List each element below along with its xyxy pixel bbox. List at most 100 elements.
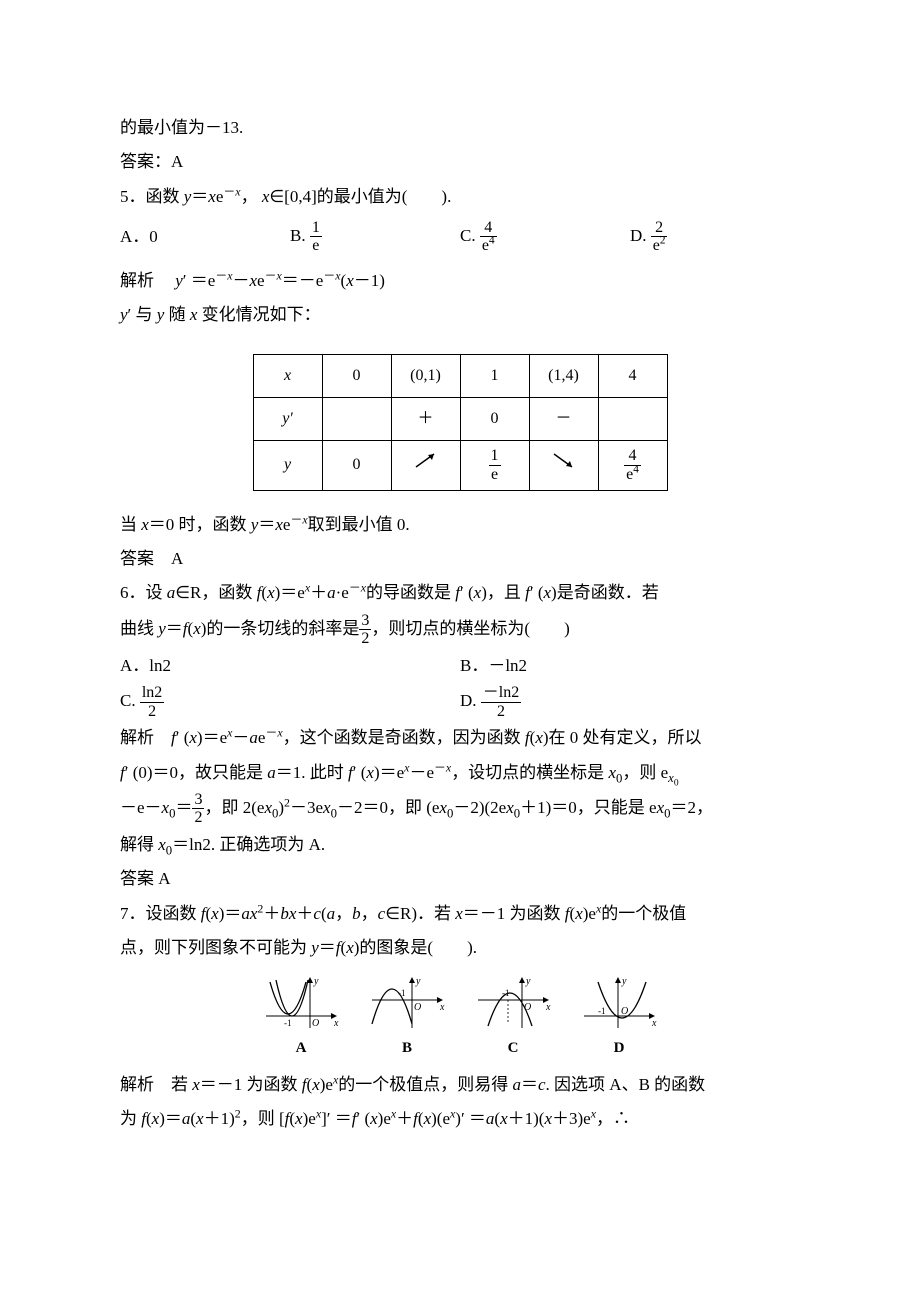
text: ∈[0,4]的最小值为( ). [269,187,451,206]
cell: 0 [322,354,391,397]
text: ′ ＝e [183,271,216,290]
q6-l1: 6．设 a∈R，函数 f(x)＝ex＋a·e－x的导函数是 f′ (x)，且 f… [120,577,800,609]
den: e2 [651,236,668,255]
text: ′ ( [176,728,190,747]
num: 4 [624,447,641,465]
fig-label: D [579,1034,659,1063]
text: ， [361,904,378,923]
q5-sol-1: 解析 y′ ＝e－x－xe－x＝－e－x(x－1) [120,265,800,297]
text: －e－ [120,798,162,817]
var-x: x [208,187,216,206]
text: 则切点的横坐标为( ) [388,619,569,638]
text: e [325,1075,333,1094]
text: － [233,271,250,290]
label: C. [460,226,476,245]
text: . 因选项 A、B 的函数 [546,1075,706,1094]
text: ＋ [310,583,327,602]
text: ∈R)．若 [385,904,455,923]
axis-y-label: y [313,976,319,987]
var-y: y [184,187,192,206]
fig-label: B [367,1034,447,1063]
table-row: y′ ＋ 0 － [253,398,667,441]
q4-tail: 的最小值为－13. [120,112,800,144]
den: e [489,465,501,484]
svg-text:-1: -1 [598,1006,606,1016]
cell [322,398,391,441]
tick-x-label: -1 [284,1018,292,1028]
graph-c-icon: x y O -1 [474,974,552,1032]
fig-label: C [473,1034,553,1063]
text: ′ ( [530,583,544,602]
opt-b: B. 1e [290,219,460,255]
origin-label: O [312,1018,319,1029]
den: e [310,236,322,255]
text: 6．设 [120,583,167,602]
text: e [588,904,596,923]
cell: 1 [460,354,529,397]
svg-text:y: y [525,976,531,987]
label: D. [460,691,477,710]
num: ln2 [140,684,164,702]
cell [391,441,460,490]
text: 随 [164,305,190,324]
label: D. [630,226,647,245]
text: ∈R，函数 [175,583,256,602]
text: －3e [290,798,323,817]
text: ＋ [396,1109,413,1128]
fig-label: A [261,1034,341,1063]
text: e [257,271,265,290]
frac: 2e2 [651,219,668,255]
cell: (0,1) [391,354,460,397]
opt-c: C. ln22 [120,684,460,720]
cell: 4e4 [598,441,667,490]
q4-answer: 答案：A [120,146,800,178]
text: －1) [354,271,385,290]
q6-opts-row1: A．ln2 B．－ln2 [120,650,800,682]
text: )是奇函数．若 [551,583,659,602]
text: －2＝0，即 (e [337,798,439,817]
text: ＝－e [282,271,324,290]
text: e [308,1109,316,1128]
text: 解析 [120,271,171,290]
q5-options: A．0 B. 1e C. 4e4 D. 2e2 [120,219,800,255]
graph-a-icon: x y O -1 [262,974,340,1032]
text: ，则 e [622,763,668,782]
q6-l2: 曲线 y＝f(x)的一条切线的斜率是32，则切点的横坐标为( ) [120,612,800,648]
q6-sol-2: f′ (0)＝0，故只能是 a＝1. 此时 f′ (x)＝ex－e－x，设切点的… [120,757,800,789]
cell: (1,4) [529,354,598,397]
text: ＋1)＝0，只能是 e [520,798,656,817]
q7-l1: 7．设函数 f(x)＝ax2＋bx＋c(a，b，c∈R)．若 x＝－1 为函数 … [120,898,800,930]
text: ＋ [296,904,313,923]
text: ＋ [263,904,280,923]
label: B. [290,226,306,245]
text: ]′ ＝ [321,1109,352,1128]
text: )e [378,1109,391,1128]
cell [598,398,667,441]
text: ， [241,187,258,206]
text: 解析 [120,728,171,747]
num: 1 [489,447,501,465]
fig-b: x y O -1 B [367,974,447,1063]
num: －ln2 [481,684,521,702]
text: ＋1) [204,1109,235,1128]
q5-sol-2: y′ 与 y 随 x 变化情况如下： [120,299,800,331]
text: 的一个极值点，则易得 [338,1075,512,1094]
fig-c: x y O -1 C [473,974,553,1063]
text: ，则 [ [241,1109,285,1128]
num: 3 [359,612,371,630]
text: ＝2， [671,798,714,817]
num: 4 [480,219,497,237]
opt-c: C. 4e4 [460,219,630,255]
text: ，即 2(e [204,798,264,817]
text: ′ (0)＝0，故只能是 [125,763,268,782]
text: 为 [120,1109,141,1128]
fig-a: x y O -1 A [261,974,341,1063]
q7-sol-1: 解析 若 x＝－1 为函数 f(x)ex的一个极值点，则易得 a＝c. 因选项 … [120,1069,800,1101]
text: (e [437,1109,450,1128]
text: ＝1. 此时 [276,763,348,782]
text: 解析 若 [120,1075,192,1094]
text: ′ ( [460,583,474,602]
svg-text:y: y [415,976,421,987]
opt-a: A．0 [120,221,290,253]
svg-text:O: O [414,1002,421,1013]
